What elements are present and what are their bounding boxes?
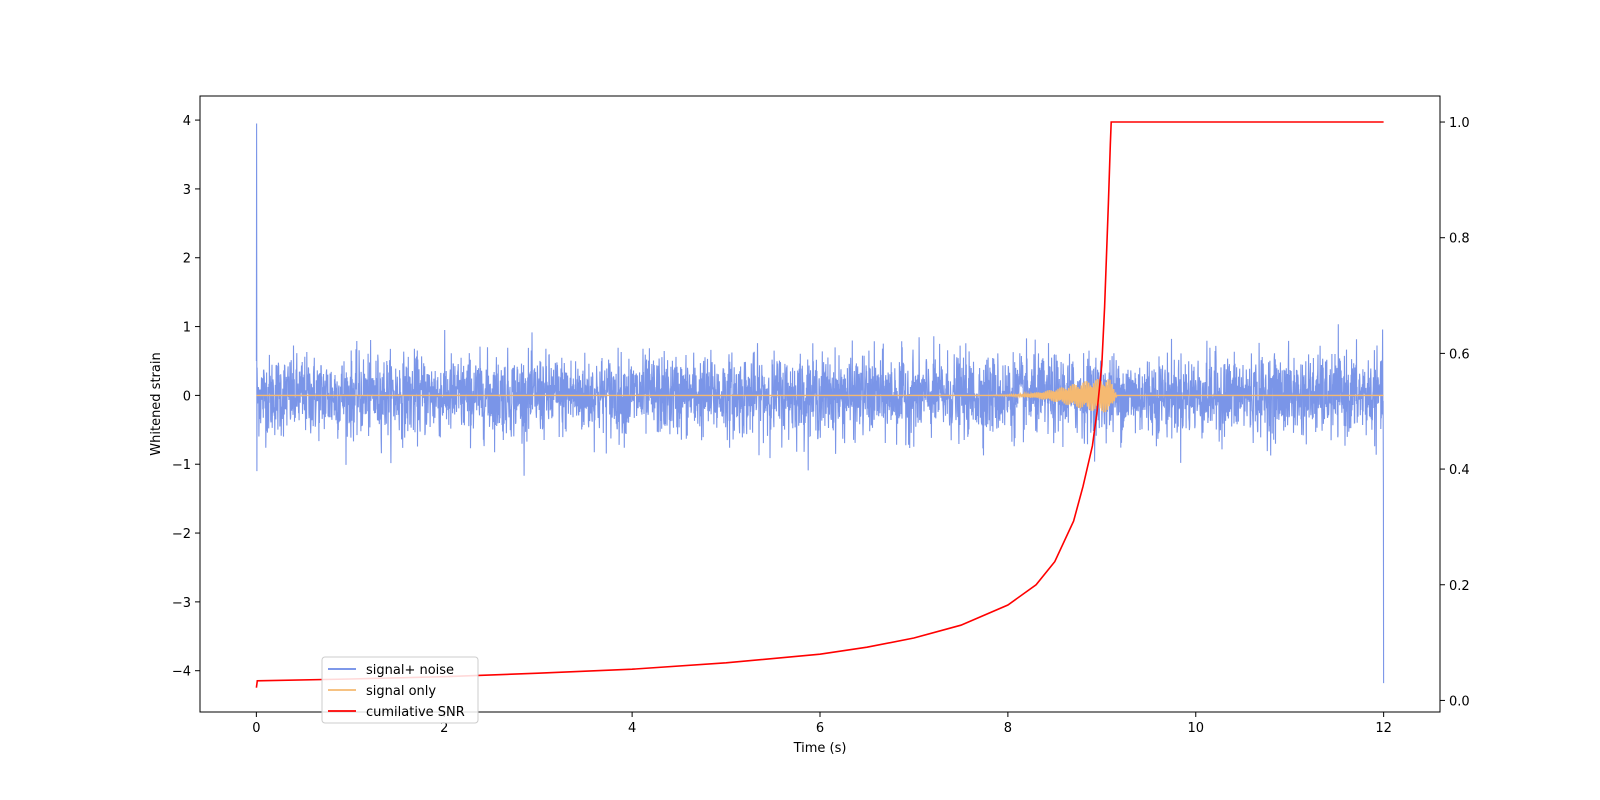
x-tick-label: 0 [252,721,260,736]
x-tick-label: 12 [1375,721,1392,736]
legend-label: signal only [366,684,436,699]
y-tick-label: 4 [183,114,191,129]
plot-area [255,121,1385,688]
y-tick-label: 3 [183,183,191,198]
y2-tick-label: 0.4 [1449,463,1470,478]
series-signal-only-line [256,378,1384,413]
y2-tick-label: 1.0 [1449,116,1470,131]
y-axis-label: Whitened strain [149,352,164,455]
y-tick-label: 1 [183,321,191,336]
legend-label: signal+ noise [366,663,454,678]
x-axis-label: Time (s) [793,741,847,756]
y2-tick-label: 0.6 [1449,347,1470,362]
y-axis-left: −4 −3 −2 −1 0 1 2 3 4 [172,114,200,680]
legend: signal+ noise signal only cumilative SNR [321,656,479,724]
legend-box [321,656,479,724]
y-tick-label: 2 [183,252,191,267]
y-tick-label: −3 [172,596,191,611]
y2-tick-label: 0.0 [1449,694,1470,709]
x-tick-label: 8 [1004,721,1012,736]
y-tick-label: −1 [172,458,191,473]
y-axis-right: 0.0 0.2 0.4 0.6 0.8 1.0 [1440,116,1470,709]
x-tick-label: 4 [628,721,636,736]
y2-tick-label: 0.8 [1449,232,1470,247]
legend-label: cumilative SNR [366,705,465,720]
series-signal-noise-line [255,123,1385,684]
x-tick-label: 10 [1187,721,1204,736]
series-cumulative-snr-line [255,121,1384,688]
y-tick-label: −4 [172,665,191,680]
x-tick-label: 6 [816,721,824,736]
y-tick-label: −2 [172,527,191,542]
y2-tick-label: 0.2 [1449,579,1470,594]
y-tick-label: 0 [183,389,191,404]
x-tick-label: 2 [440,721,448,736]
